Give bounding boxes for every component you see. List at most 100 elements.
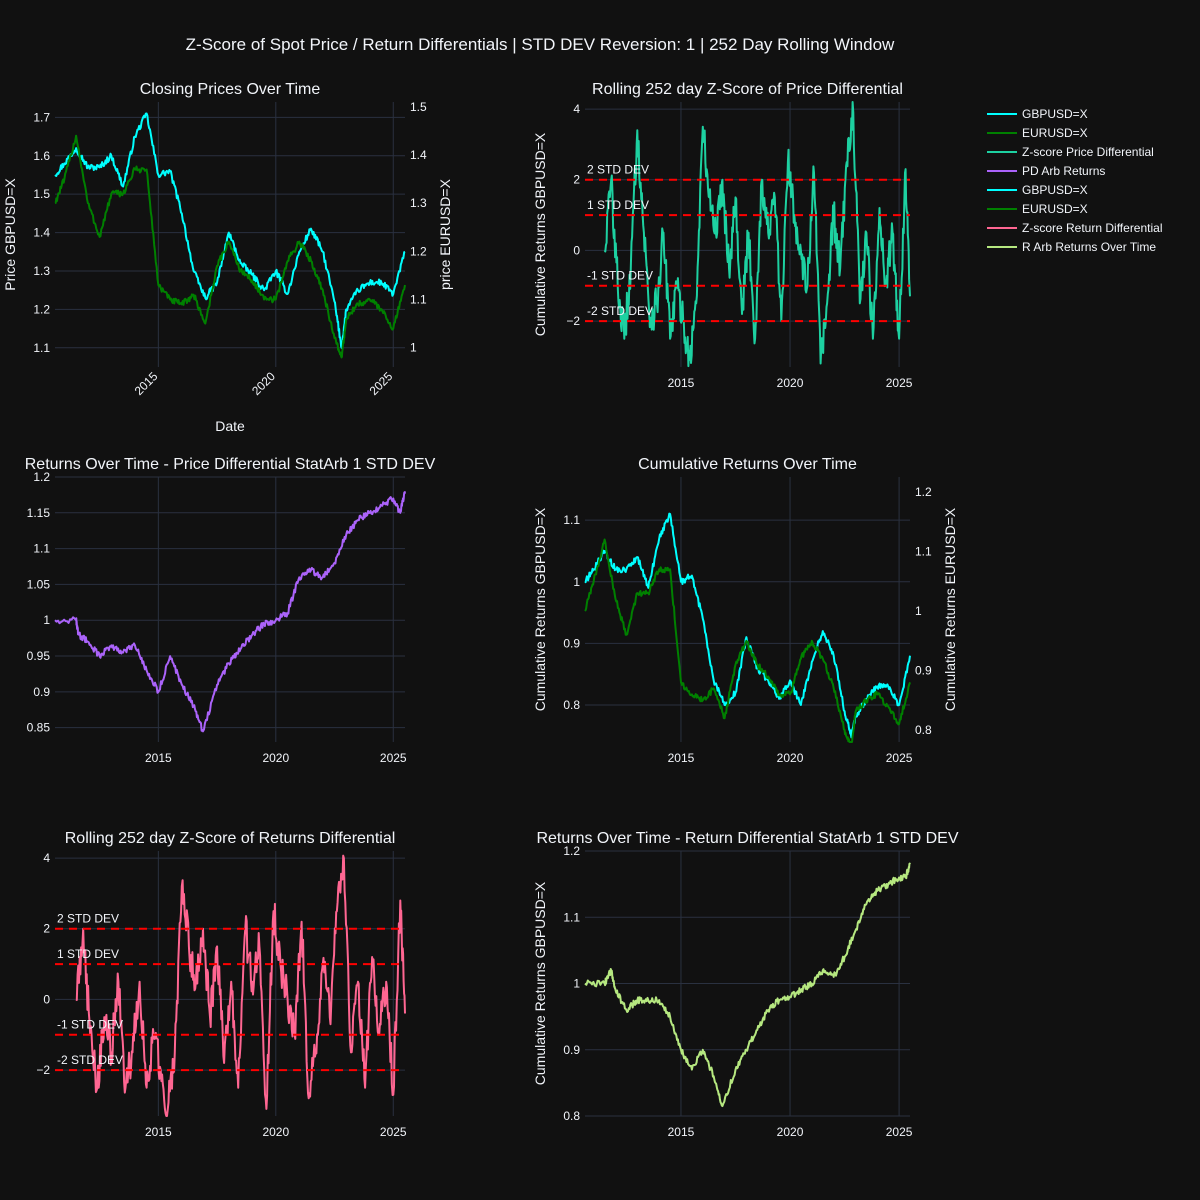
y-axis-label: Cumulative Returns GBPUSD=X xyxy=(532,132,548,336)
legend-item[interactable]: EURUSD=X xyxy=(987,202,1088,216)
x-tick-label: 2020 xyxy=(777,751,804,765)
x-tick-label: 2020 xyxy=(777,1125,804,1139)
x-tick-label: 2015 xyxy=(668,751,695,765)
y2-tick-label: 1.5 xyxy=(410,100,427,114)
y-tick-label: 2 xyxy=(43,922,50,936)
y-tick-label: 1.5 xyxy=(33,187,50,201)
y2-tick-label: 1.1 xyxy=(915,544,932,558)
series-line-gbpusd xyxy=(54,112,406,349)
y-tick-label: 4 xyxy=(43,851,50,865)
legend-item[interactable]: GBPUSD=X xyxy=(987,107,1088,121)
y-tick-label: −2 xyxy=(566,314,580,328)
x-tick-label: 2020 xyxy=(777,376,804,390)
y-tick-label: 0.9 xyxy=(563,1043,580,1057)
legend-label: EURUSD=X xyxy=(1022,202,1088,216)
y-tick-label: 1 xyxy=(573,977,580,991)
y-tick-label: 0.85 xyxy=(27,721,51,735)
y2-tick-label: 0.9 xyxy=(915,664,932,678)
y-tick-label: 1.2 xyxy=(33,470,50,484)
y-tick-label: 1 xyxy=(43,613,50,627)
std-dev-label: 2 STD DEV xyxy=(57,912,119,926)
y-tick-label: 0.8 xyxy=(563,698,580,712)
y2-tick-label: 1 xyxy=(915,604,922,618)
y-tick-label: 1.05 xyxy=(27,577,51,591)
series-line-eurusd xyxy=(54,134,406,359)
legend-item[interactable]: GBPUSD=X xyxy=(987,183,1088,197)
legend-label: EURUSD=X xyxy=(1022,126,1088,140)
series-line-zscore-return xyxy=(75,854,406,1117)
y-tick-label: −2 xyxy=(36,1063,50,1077)
x-tick-label: 2025 xyxy=(886,1125,913,1139)
std-dev-label: -2 STD DEV xyxy=(587,304,653,318)
y-tick-label: 1.1 xyxy=(33,542,50,556)
y-tick-label: 2 xyxy=(573,173,580,187)
std-dev-label: -1 STD DEV xyxy=(57,1018,123,1032)
y-tick-label: 1.1 xyxy=(33,341,50,355)
std-dev-label: 1 STD DEV xyxy=(57,947,119,961)
subplot-rarb: Returns Over Time - Return Differential … xyxy=(532,830,959,1139)
series-line-zscore-price xyxy=(603,101,911,368)
x-tick-label: 2020 xyxy=(262,1125,289,1139)
y-tick-label: 1.2 xyxy=(563,844,580,858)
subplot-panels: Closing Prices Over Time 1.1 1.2 1.3 1.4 1.5 1… xyxy=(2,81,959,1139)
legend-label: Z-score Return Differential xyxy=(1022,221,1163,235)
legend-label: GBPUSD=X xyxy=(1022,183,1088,197)
legend-item[interactable]: Z-score Return Differential xyxy=(987,221,1163,235)
x-axis-label: Date xyxy=(215,418,245,434)
x-tick-label: 2025 xyxy=(380,751,407,765)
legend-item[interactable]: R Arb Returns Over Time xyxy=(987,240,1156,254)
series-line-r-arb xyxy=(584,862,911,1108)
y2-axis-label: price EURUSD=X xyxy=(437,178,453,290)
subplot-title: Returns Over Time - Return Differential … xyxy=(536,830,958,847)
y-tick-label: 1 xyxy=(573,575,580,589)
std-dev-label: 1 STD DEV xyxy=(587,198,649,212)
y-tick-label: 0.95 xyxy=(27,649,51,663)
subplot-title: Returns Over Time - Price Differential S… xyxy=(25,456,436,473)
y-tick-label: 1.4 xyxy=(33,226,50,240)
y-tick-label: 1.1 xyxy=(563,513,580,527)
y-axis-label: Cumulative Returns GBPUSD=X xyxy=(532,507,548,711)
y-axis-label: Price GBPUSD=X xyxy=(2,178,18,291)
series-line-eurusd xyxy=(584,538,911,743)
x-tick-label: 2025 xyxy=(886,376,913,390)
y2-tick-label: 1 xyxy=(410,341,417,355)
legend[interactable]: GBPUSD=X EURUSD=X Z-score Price Differenti… xyxy=(987,107,1163,254)
x-tick-label: 2015 xyxy=(145,1125,172,1139)
subplot-zprice: Rolling 252 day Z-Score of Price Differe… xyxy=(532,81,913,390)
std-dev-label: -2 STD DEV xyxy=(57,1053,123,1067)
legend-label: Z-score Price Differential xyxy=(1022,145,1154,159)
legend-item[interactable]: PD Arb Returns xyxy=(987,164,1105,178)
y-tick-label: 0.9 xyxy=(33,685,50,699)
std-dev-label: 2 STD DEV xyxy=(587,163,649,177)
y2-tick-label: 0.8 xyxy=(915,723,932,737)
y2-axis-label: Cumulative Returns EURUSD=X xyxy=(942,507,958,711)
y-tick-label: 0.9 xyxy=(563,636,580,650)
std-dev-label: -1 STD DEV xyxy=(587,269,653,283)
x-tick-label: 2025 xyxy=(380,1125,407,1139)
y-tick-label: 1.3 xyxy=(33,264,50,278)
y2-tick-label: 1.3 xyxy=(410,196,427,210)
y2-tick-label: 1.2 xyxy=(915,485,932,499)
subplot-title: Closing Prices Over Time xyxy=(140,81,321,98)
subplot-title: Cumulative Returns Over Time xyxy=(638,456,857,473)
x-tick-label: 2015 xyxy=(668,376,695,390)
subplot-title: Rolling 252 day Z-Score of Price Differe… xyxy=(592,81,903,98)
series-line-pd-arb xyxy=(54,491,406,733)
subplot-closing: Closing Prices Over Time 1.1 1.2 1.3 1.4 1.5 1… xyxy=(2,81,453,434)
subplot-title: Rolling 252 day Z-Score of Returns Diffe… xyxy=(65,830,396,847)
y-tick-label: 0 xyxy=(573,243,580,257)
x-tick-label: 2020 xyxy=(262,751,289,765)
y-tick-label: 1.7 xyxy=(33,110,50,124)
y-tick-label: 1.1 xyxy=(563,910,580,924)
legend-item[interactable]: EURUSD=X xyxy=(987,126,1088,140)
y2-tick-label: 1.4 xyxy=(410,148,427,162)
y2-tick-label: 1.2 xyxy=(410,244,427,258)
legend-label: GBPUSD=X xyxy=(1022,107,1088,121)
subplot-pdarb: Returns Over Time - Price Differential S… xyxy=(25,456,436,765)
x-tick-label: 2025 xyxy=(886,751,913,765)
legend-label: PD Arb Returns xyxy=(1022,164,1105,178)
legend-item[interactable]: Z-score Price Differential xyxy=(987,145,1154,159)
subplot-zret: Rolling 252 day Z-Score of Returns Diffe… xyxy=(36,830,407,1139)
